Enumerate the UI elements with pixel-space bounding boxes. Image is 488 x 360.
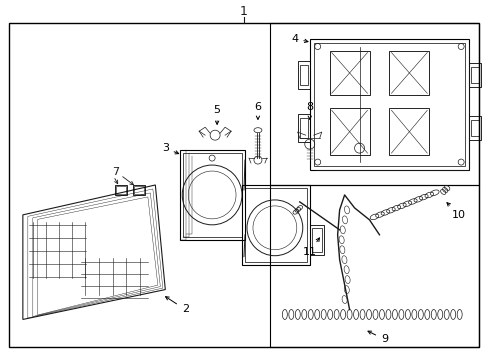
- Text: 3: 3: [162, 143, 178, 154]
- Bar: [468, 116, 480, 140]
- Bar: [311, 228, 321, 252]
- Bar: [183, 153, 242, 237]
- Bar: [470, 67, 478, 84]
- Text: 10: 10: [446, 203, 465, 220]
- Bar: [299, 118, 307, 138]
- Bar: [388, 108, 428, 155]
- Bar: [180, 150, 244, 240]
- Bar: [269, 23, 478, 185]
- Text: 6: 6: [254, 102, 261, 120]
- Bar: [329, 108, 369, 155]
- Bar: [309, 39, 468, 170]
- Bar: [244, 188, 306, 262]
- Bar: [313, 42, 464, 166]
- Bar: [242, 185, 309, 265]
- Bar: [299, 66, 307, 85]
- Bar: [329, 50, 369, 95]
- Text: 4: 4: [291, 33, 307, 44]
- Bar: [133, 185, 145, 195]
- Text: 8: 8: [305, 102, 313, 120]
- Text: 11: 11: [302, 238, 319, 257]
- Text: 7: 7: [112, 167, 119, 177]
- Bar: [134, 186, 144, 194]
- Bar: [309, 225, 323, 255]
- Text: 1: 1: [240, 5, 247, 18]
- Bar: [297, 62, 309, 89]
- Bar: [116, 186, 126, 194]
- Bar: [297, 114, 309, 142]
- Text: 9: 9: [367, 331, 387, 345]
- Bar: [115, 185, 127, 195]
- Bar: [388, 50, 428, 95]
- Text: 5: 5: [213, 105, 220, 124]
- Text: 2: 2: [165, 297, 188, 315]
- Bar: [470, 120, 478, 136]
- Bar: [468, 63, 480, 87]
- Bar: [269, 185, 478, 347]
